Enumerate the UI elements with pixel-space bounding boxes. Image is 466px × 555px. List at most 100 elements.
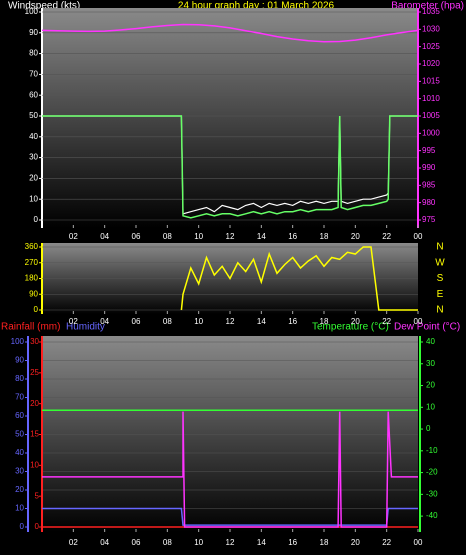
x-tick-label: 18 (320, 538, 329, 547)
y2-tick-label: 985 (422, 180, 436, 189)
y2-tick-label: -10 (426, 446, 438, 455)
y2-tick-label: -20 (426, 468, 438, 477)
windspeed-label: Windspeed (kts) (8, 1, 80, 12)
y3-tick-label: 25 (30, 368, 39, 377)
y-tick-label: 0 (20, 522, 25, 531)
y-tick-label: 10 (29, 194, 38, 203)
y-tick-label: 0 (34, 305, 39, 314)
y3-tick-label: 30 (30, 337, 39, 346)
y-tick-label: 70 (29, 70, 38, 79)
y-tick-label: 100 (25, 7, 39, 16)
y-tick-label: 50 (15, 430, 24, 439)
y-tick-label: 90 (29, 28, 38, 37)
x-tick-label: 16 (288, 232, 297, 241)
y2-tick-label: 10 (426, 402, 435, 411)
y-tick-label: 80 (15, 374, 24, 383)
y-tick-label: 30 (15, 467, 24, 476)
y-tick-label: 40 (29, 132, 38, 141)
y-tick-label: 100 (11, 337, 25, 346)
y2-tick-label: 0 (426, 424, 431, 433)
series-line (180, 246, 418, 311)
legend-dewpoint: Dew Point (°C) (394, 322, 460, 333)
x-tick-label: 08 (163, 317, 172, 326)
y-tick-label: 180 (25, 274, 39, 283)
y2-tick-label: 20 (426, 381, 435, 390)
y2-tick-label: 1005 (422, 111, 440, 120)
x-tick-label: 02 (69, 317, 78, 326)
y-tick-label: 90 (29, 289, 38, 298)
x-tick-label: 12 (226, 232, 235, 241)
y-tick-label: 270 (25, 258, 39, 267)
y2-tick-label: 30 (426, 359, 435, 368)
x-tick-label: 20 (351, 317, 360, 326)
x-tick-label: 18 (320, 317, 329, 326)
x-tick-label: 20 (351, 538, 360, 547)
plot-background (42, 8, 418, 228)
chart-title: 24 hour graph day : 01 March 2026 (178, 1, 335, 12)
x-tick-label: 16 (288, 538, 297, 547)
y2-tick-label: 1030 (422, 24, 440, 33)
y3-tick-label: 0 (35, 522, 40, 531)
series-line (42, 507, 418, 526)
y2-tick-label: -40 (426, 511, 438, 520)
y3-tick-label: 10 (30, 460, 39, 469)
x-tick-label: 02 (69, 232, 78, 241)
x-tick-label: 12 (226, 538, 235, 547)
barometer-label: Barometer (hpa) (391, 1, 464, 12)
x-tick-label: 14 (257, 232, 266, 241)
compass-label: N (436, 242, 443, 253)
x-tick-label: 06 (132, 538, 141, 547)
x-tick-label: 16 (288, 317, 297, 326)
y2-tick-label: 980 (422, 198, 436, 207)
series-line (42, 115, 418, 215)
legend-temperature: Temperature (°C) (312, 322, 389, 333)
x-tick-label: 00 (414, 538, 423, 547)
y-tick-label: 50 (29, 111, 38, 120)
x-tick-label: 10 (194, 317, 203, 326)
x-tick-label: 02 (69, 538, 78, 547)
y2-tick-label: 990 (422, 163, 436, 172)
x-tick-label: 00 (414, 232, 423, 241)
y2-tick-label: 995 (422, 146, 436, 155)
y-tick-label: 10 (15, 504, 24, 513)
x-tick-label: 06 (132, 317, 141, 326)
y-tick-label: 20 (29, 174, 38, 183)
x-tick-label: 04 (100, 232, 109, 241)
x-tick-label: 20 (351, 232, 360, 241)
y-tick-label: 90 (15, 356, 24, 365)
x-tick-label: 22 (382, 538, 391, 547)
x-tick-label: 08 (163, 538, 172, 547)
y-tick-label: 80 (29, 49, 38, 58)
x-tick-label: 18 (320, 232, 329, 241)
y3-tick-label: 5 (35, 491, 40, 500)
y3-tick-label: 15 (30, 430, 39, 439)
compass-label: E (437, 289, 444, 300)
x-tick-label: 10 (194, 538, 203, 547)
series-line (41, 23, 419, 43)
x-tick-label: 00 (414, 317, 423, 326)
y-tick-label: 40 (15, 448, 24, 457)
y-tick-label: 60 (29, 90, 38, 99)
compass-label: W (435, 257, 445, 268)
y3-tick-label: 20 (30, 399, 39, 408)
compass-label: N (436, 305, 443, 316)
x-tick-label: 04 (100, 538, 109, 547)
y-tick-label: 0 (34, 215, 39, 224)
series-line (42, 115, 418, 219)
x-tick-label: 14 (257, 317, 266, 326)
y-tick-label: 70 (15, 393, 24, 402)
y2-tick-label: 1025 (422, 42, 440, 51)
y-tick-label: 30 (29, 153, 38, 162)
y-tick-label: 360 (25, 242, 39, 251)
x-tick-label: 14 (257, 538, 266, 547)
x-tick-label: 12 (226, 317, 235, 326)
x-tick-label: 22 (382, 232, 391, 241)
y2-tick-label: 40 (426, 337, 435, 346)
x-tick-label: 06 (132, 232, 141, 241)
x-tick-label: 04 (100, 317, 109, 326)
y2-tick-label: -30 (426, 489, 438, 498)
y2-tick-label: 975 (422, 215, 436, 224)
compass-label: S (437, 273, 444, 284)
plot-background (42, 336, 418, 532)
